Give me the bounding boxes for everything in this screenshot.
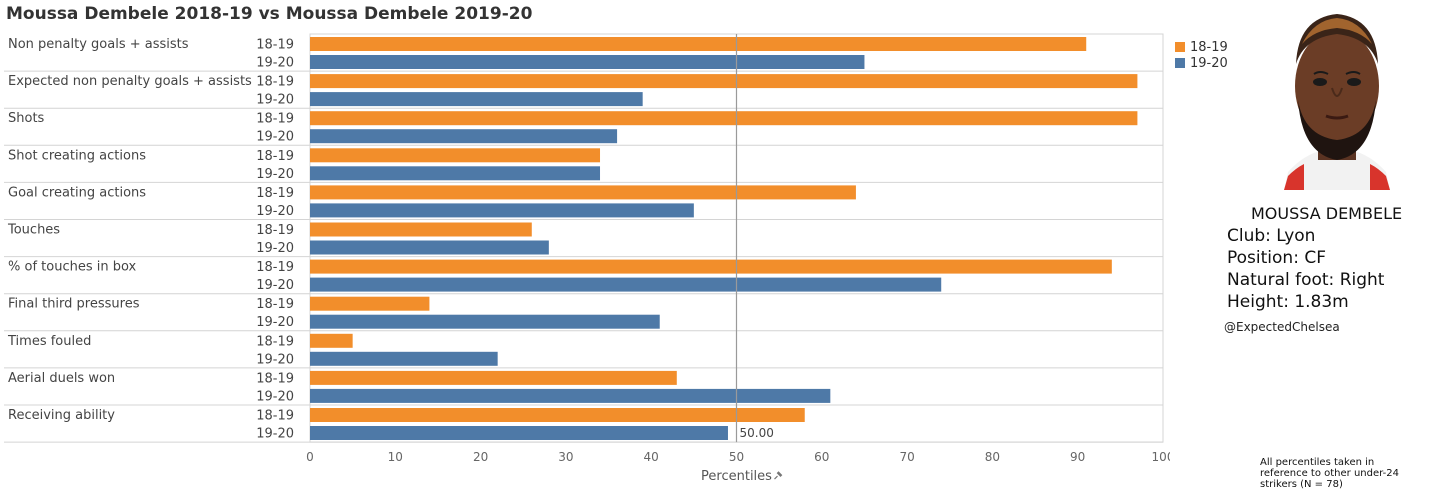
series-row-label: 19-20 — [256, 56, 294, 71]
series-row-label: 19-20 — [256, 315, 294, 330]
series-row-label: 19-20 — [256, 204, 294, 219]
bar-19-20-9 — [310, 351, 498, 366]
legend-item-1819[interactable]: 18-19 — [1175, 39, 1228, 55]
x-axis-label: Percentiles — [701, 469, 772, 484]
category-label: Shots — [8, 111, 45, 126]
bar-19-20-4 — [310, 166, 601, 181]
legend-label-1920: 19-20 — [1190, 55, 1228, 71]
x-tick-label: 40 — [644, 450, 659, 464]
player-info: MOUSSA DEMBELE Club: Lyon Position: CF N… — [1227, 203, 1402, 313]
player-foot: Natural foot: Right — [1227, 270, 1385, 290]
twitter-handle: @ExpectedChelsea — [1224, 320, 1340, 334]
bar-19-20-11 — [310, 426, 728, 440]
bar-19-20-7 — [310, 277, 942, 292]
bar-18-19-9 — [310, 333, 353, 348]
series-row-label: 19-20 — [256, 427, 294, 442]
bar-19-20-2 — [310, 92, 643, 107]
series-row-label: 18-19 — [256, 38, 294, 53]
x-tick-label: 30 — [558, 450, 573, 464]
category-label: % of touches in box — [8, 260, 137, 275]
bar-19-20-5 — [310, 203, 694, 218]
series-row-label: 18-19 — [256, 334, 294, 349]
reference-line-group: 50.00 — [735, 34, 774, 443]
series-row-label: 18-19 — [256, 260, 294, 275]
x-tick-label: 20 — [473, 450, 488, 464]
series-row-label: 18-19 — [256, 112, 294, 127]
series-row-label: 19-20 — [256, 93, 294, 108]
series-row-label: 19-20 — [256, 389, 294, 404]
x-tick-label: 10 — [388, 450, 403, 464]
footnote: All percentiles taken in reference to ot… — [1260, 457, 1399, 490]
series-row-label: 19-20 — [256, 130, 294, 145]
series-row-label: 18-19 — [256, 75, 294, 90]
bar-19-20-6 — [310, 240, 549, 255]
series-row-label: 18-19 — [256, 409, 294, 424]
category-labels: Non penalty goals + assists 18-19 19-20 Exp… — [7, 37, 294, 442]
series-row-label: 18-19 — [256, 297, 294, 312]
bar-19-20-1 — [310, 55, 865, 69]
legend: 18-19 19-20 — [1175, 39, 1228, 71]
bar-18-19-3 — [310, 111, 1138, 126]
category-label: Goal creating actions — [8, 185, 146, 200]
bar-18-19-7 — [310, 259, 1112, 274]
row-bands — [4, 33, 1164, 443]
category-label: Final third pressures — [8, 297, 140, 312]
x-tick-label: 90 — [1070, 450, 1085, 464]
bar-19-20-8 — [310, 314, 660, 329]
bar-18-19-5 — [310, 185, 856, 200]
category-label: Aerial duels won — [8, 371, 115, 386]
series-row-label: 19-20 — [256, 278, 294, 293]
chart-title: Moussa Dembele 2018-19 vs Moussa Dembele… — [6, 4, 533, 24]
x-tick-label: 100 — [1152, 450, 1170, 464]
bar-18-19-11 — [310, 408, 805, 422]
series-row-label: 18-19 — [256, 371, 294, 386]
x-axis: 0 10 20 30 40 50 60 70 80 90 100 Percentiles — [306, 450, 1170, 484]
x-tick-label: 70 — [899, 450, 914, 464]
category-label: Shot creating actions — [8, 148, 146, 163]
bar-19-20-10 — [310, 388, 831, 403]
series-row-label: 19-20 — [256, 167, 294, 182]
legend-swatch-1819 — [1175, 42, 1185, 52]
category-label: Times fouled — [7, 334, 91, 349]
bar-18-19-2 — [310, 74, 1138, 89]
reference-label: 50.00 — [740, 426, 774, 440]
player-height: Height: 1.83m — [1227, 292, 1349, 312]
bar-18-19-8 — [310, 296, 430, 311]
pin-icon — [774, 471, 783, 480]
category-label: Touches — [7, 223, 60, 238]
category-label: Expected non penalty goals + assists — [8, 74, 252, 89]
x-tick-label: 80 — [985, 450, 1000, 464]
bar-18-19-1 — [310, 37, 1087, 51]
legend-item-1920[interactable]: 19-20 — [1175, 55, 1228, 71]
series-row-label: 18-19 — [256, 223, 294, 238]
x-tick-label: 50 — [729, 450, 744, 464]
bar-18-19-10 — [310, 370, 677, 385]
bars — [310, 37, 1138, 440]
series-row-label: 19-20 — [256, 352, 294, 367]
x-tick-label: 60 — [814, 450, 829, 464]
bar-19-20-3 — [310, 129, 618, 144]
bar-18-19-6 — [310, 222, 532, 237]
legend-swatch-1920 — [1175, 58, 1185, 68]
player-club: Club: Lyon — [1227, 226, 1316, 246]
player-name: MOUSSA DEMBELE — [1251, 204, 1403, 223]
series-row-label: 19-20 — [256, 241, 294, 256]
category-label: Non penalty goals + assists — [8, 37, 189, 52]
player-position: Position: CF — [1227, 248, 1326, 268]
series-row-label: 18-19 — [256, 149, 294, 164]
legend-label-1819: 18-19 — [1190, 39, 1228, 55]
category-label: Receiving ability — [8, 408, 115, 423]
x-tick-label: 0 — [306, 450, 314, 464]
bar-chart: 50.00 Non penalty goals + assists 18-19 19… — [4, 33, 1170, 484]
series-row-label: 18-19 — [256, 186, 294, 201]
bar-18-19-4 — [310, 148, 601, 163]
player-photo — [1274, 4, 1400, 190]
